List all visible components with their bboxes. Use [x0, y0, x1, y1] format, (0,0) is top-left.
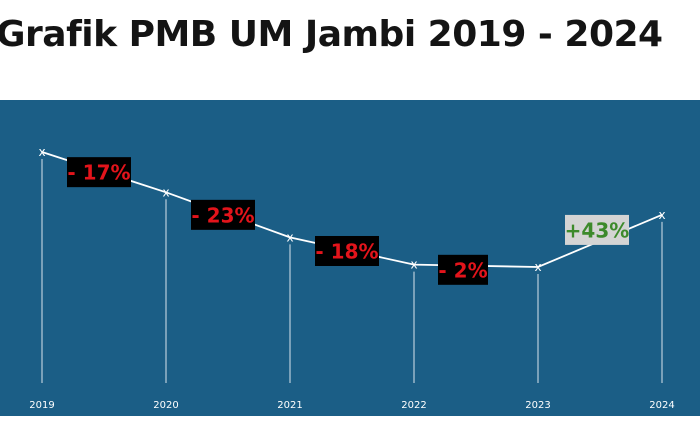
x-tick-label-2020: 2020 — [153, 400, 178, 411]
change-label-box-5 — [565, 214, 629, 245]
data-point-marker-2024: x — [658, 208, 665, 222]
chart-title: Grafik PMB UM Jambi 2019 - 2024 — [0, 14, 663, 55]
change-label-text-4: - 2% — [438, 258, 487, 282]
change-label-box-3 — [315, 235, 379, 266]
change-label-box-1 — [67, 157, 131, 188]
x-tick-label-2023: 2023 — [525, 400, 550, 411]
change-label-text-5: +43% — [565, 218, 630, 242]
x-tick-label-2019: 2019 — [29, 400, 54, 411]
change-label-text-2: - 23% — [191, 203, 254, 227]
change-label-box-2 — [191, 199, 255, 230]
x-tick-label-2022: 2022 — [401, 400, 426, 411]
data-point-marker-2020: x — [162, 185, 169, 199]
data-point-marker-2021: x — [286, 230, 293, 244]
data-point-marker-2022: x — [410, 258, 417, 272]
change-label-text-3: - 18% — [315, 239, 378, 263]
data-point-marker-2019: x — [38, 145, 45, 159]
data-point-marker-2023: x — [534, 260, 541, 274]
change-label-box-4 — [438, 254, 488, 285]
change-label-text-1: - 17% — [67, 161, 130, 185]
x-tick-label-2021: 2021 — [277, 400, 302, 411]
x-tick-label-2024: 2024 — [649, 400, 674, 411]
